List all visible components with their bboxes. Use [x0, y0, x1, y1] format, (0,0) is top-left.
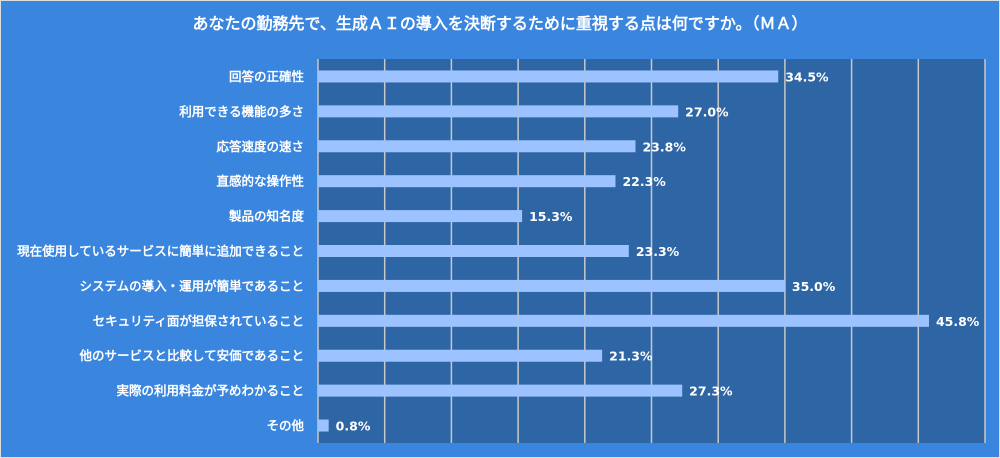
category-label: 応答速度の速さ — [216, 139, 304, 154]
bar — [318, 210, 523, 223]
bar — [318, 384, 683, 397]
data-label: 0.8% — [336, 419, 371, 434]
data-label: 27.0% — [685, 104, 729, 119]
bar — [318, 70, 779, 83]
category-label: 現在使用しているサービスに簡単に追加できること — [17, 244, 304, 259]
category-label: 他のサービスと比較して安価であること — [78, 348, 304, 363]
data-label: 34.5% — [785, 69, 829, 84]
category-label: その他 — [266, 418, 304, 433]
bar — [318, 140, 636, 153]
data-label: 45.8% — [936, 314, 980, 329]
data-label: 21.3% — [609, 349, 653, 364]
data-label: 27.3% — [689, 384, 733, 399]
data-label: 23.3% — [636, 244, 680, 259]
bar — [318, 419, 329, 432]
category-label: 製品の知名度 — [228, 209, 305, 224]
data-label: 22.3% — [622, 174, 666, 189]
bar — [318, 105, 679, 118]
bar — [318, 175, 616, 188]
category-label: 実際の利用料金が予めわかること — [116, 383, 304, 398]
data-label: 35.0% — [792, 279, 836, 294]
category-label: 利用できる機能の多さ — [179, 104, 304, 119]
category-label: セキュリティ面が担保されていること — [93, 313, 304, 328]
chart-title: あなたの勤務先で、生成ＡＩの導入を決断するために重視する点は何ですか。（ＭＡ） — [192, 14, 808, 33]
bar — [318, 245, 629, 257]
category-label: システムの導入・運用が簡単であること — [79, 278, 304, 293]
bar — [318, 279, 785, 292]
data-label: 15.3% — [529, 209, 573, 224]
data-label: 23.8% — [642, 139, 686, 154]
category-label: 回答の正確性 — [229, 69, 305, 84]
category-label: 直感的な操作性 — [216, 174, 304, 189]
bar — [318, 314, 929, 327]
bar — [318, 349, 603, 362]
